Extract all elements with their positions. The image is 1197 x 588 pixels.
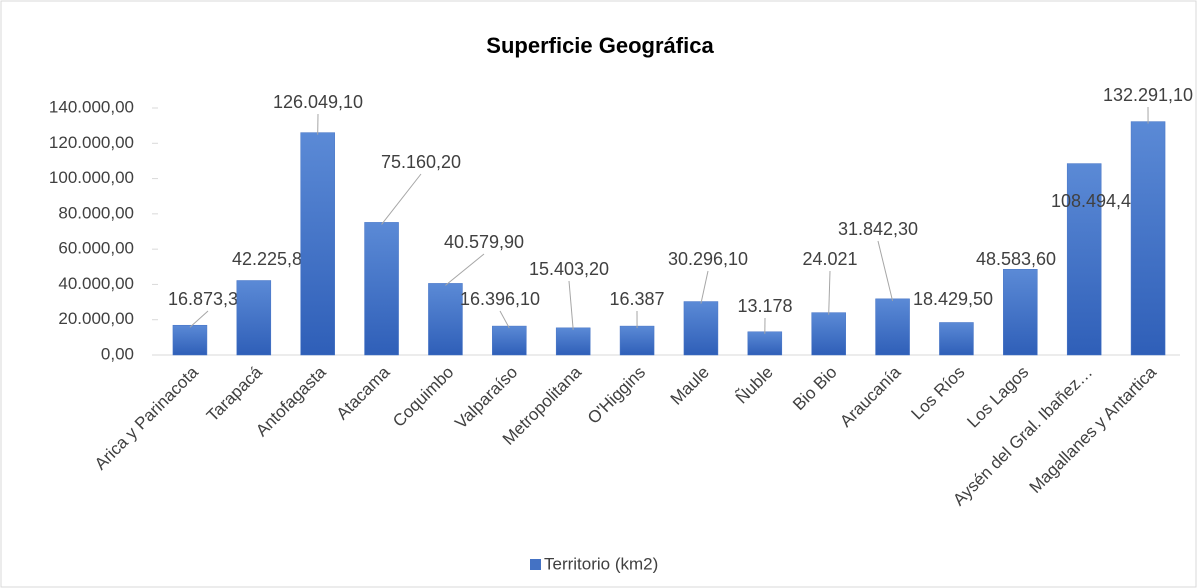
- y-tick-label: 0,00: [101, 344, 134, 363]
- data-label: 13.178: [737, 296, 792, 316]
- leader-line: [877, 240, 894, 301]
- y-tick-label: 40.000,00: [58, 274, 134, 293]
- data-label: 16.873,30: [168, 289, 248, 309]
- bar: [747, 331, 783, 356]
- bar: [428, 283, 463, 356]
- bar: [939, 322, 974, 356]
- bar: [683, 301, 719, 356]
- y-tick-label: 140.000,00: [49, 97, 134, 116]
- legend-swatch: [530, 559, 541, 570]
- bar: [236, 280, 272, 356]
- leader-line: [700, 270, 709, 304]
- data-label: 75.160,20: [381, 152, 461, 172]
- data-label: 16.387: [609, 289, 664, 309]
- data-label: 108.494,40: [1051, 191, 1141, 211]
- y-tick-label: 120.000,00: [49, 133, 134, 152]
- data-label: 126.049,10: [273, 92, 363, 112]
- bar: [1066, 163, 1102, 356]
- data-label: 18.429,50: [913, 289, 993, 309]
- bar: [619, 325, 655, 356]
- data-label: 40.579,90: [444, 232, 524, 252]
- chart-title: Superficie Geográfica: [486, 33, 714, 58]
- bar: [1003, 269, 1038, 356]
- bar: [172, 324, 208, 356]
- bar: [1130, 121, 1166, 356]
- leader-line: [445, 253, 485, 286]
- data-label: 31.842,30: [838, 219, 918, 239]
- y-tick-label: 20.000,00: [58, 309, 134, 328]
- bar: [300, 132, 335, 356]
- leader-line: [381, 173, 422, 225]
- data-label: 15.403,20: [529, 259, 609, 279]
- leader-line: [568, 280, 574, 330]
- bar: [492, 325, 527, 356]
- legend-label: Territorio (km2): [544, 554, 658, 573]
- data-label: 24.021: [802, 249, 857, 269]
- leader-line: [499, 310, 510, 329]
- data-label: 48.583,60: [976, 249, 1056, 269]
- data-label: 132.291,10: [1103, 85, 1193, 105]
- y-tick-label: 60.000,00: [58, 239, 134, 258]
- bar: [364, 222, 399, 356]
- data-label: 30.296,10: [668, 249, 748, 269]
- y-tick-label: 80.000,00: [58, 203, 134, 222]
- bar: [811, 312, 846, 356]
- bar: [875, 298, 910, 356]
- leader-line: [189, 310, 209, 328]
- leader-line: [828, 270, 831, 315]
- bar: [555, 327, 591, 356]
- data-label: 16.396,10: [460, 289, 540, 309]
- y-tick-label: 100.000,00: [49, 168, 134, 187]
- data-label: 42.225,80: [232, 249, 312, 269]
